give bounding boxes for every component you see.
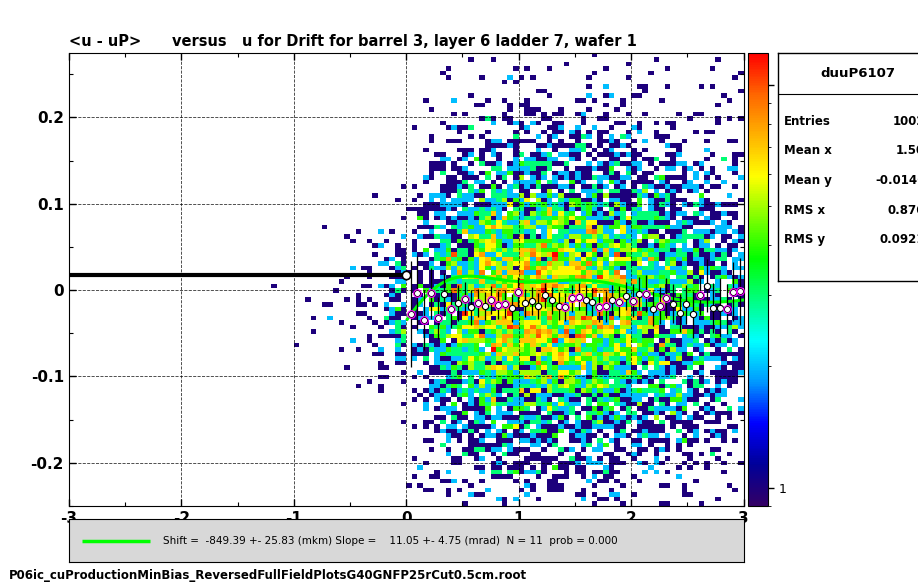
Text: <u - uP>      versus   u for Drift for barrel 3, layer 6 ladder 7, wafer 1: <u - uP> versus u for Drift for barrel 3… — [69, 34, 637, 49]
Text: Mean y: Mean y — [784, 174, 832, 187]
Text: -0.01467: -0.01467 — [875, 174, 918, 187]
Text: 10024: 10024 — [892, 115, 918, 128]
Text: RMS x: RMS x — [784, 204, 825, 216]
Text: Entries: Entries — [784, 115, 831, 128]
Text: 0.8762: 0.8762 — [888, 204, 918, 216]
Text: 1.508: 1.508 — [896, 144, 918, 157]
Text: duuP6107: duuP6107 — [821, 67, 895, 80]
Text: Shift =  -849.39 +- 25.83 (mkm) Slope =    11.05 +- 4.75 (mrad)  N = 11  prob = : Shift = -849.39 +- 25.83 (mkm) Slope = 1… — [163, 535, 618, 546]
Text: P06ic_cuProductionMinBias_ReversedFullFieldPlotsG40GNFP25rCut0.5cm.root: P06ic_cuProductionMinBias_ReversedFullFi… — [9, 569, 527, 582]
Text: 0.09217: 0.09217 — [879, 233, 918, 246]
Text: Mean x: Mean x — [784, 144, 832, 157]
Text: RMS y: RMS y — [784, 233, 825, 246]
